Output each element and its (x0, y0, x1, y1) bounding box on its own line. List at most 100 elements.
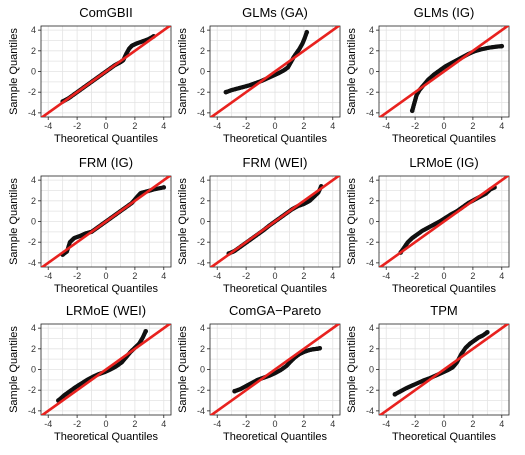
y-tick-label: 2 (200, 46, 205, 56)
plot-area (379, 324, 509, 415)
y-tick-label: 0 (369, 365, 374, 375)
x-tick-label: 4 (499, 271, 504, 281)
x-tick-label: -2 (73, 271, 81, 281)
y-tick-label: -2 (197, 87, 205, 97)
y-tick-label: -2 (28, 385, 36, 395)
sample-point (409, 108, 415, 114)
reference-line (210, 176, 340, 267)
qq-points (60, 185, 167, 257)
x-tick-label: 4 (161, 121, 166, 131)
y-tick-label: 2 (31, 46, 36, 56)
reference-line (41, 324, 171, 415)
y-tick-label: 2 (369, 46, 374, 56)
x-tick-label: 2 (132, 271, 137, 281)
x-tick-label: -4 (44, 419, 52, 429)
x-tick-label: 4 (499, 419, 504, 429)
y-tick-label: 4 (31, 25, 36, 35)
x-tick-label: -2 (411, 121, 419, 131)
reference-line (379, 176, 509, 267)
x-axis-label: Theoretical Quantiles (223, 283, 327, 295)
y-tick-label: 4 (200, 175, 205, 185)
x-tick-label: 2 (132, 121, 137, 131)
panel-title: ComGA−Pareto (229, 303, 321, 318)
y-tick-label: 4 (200, 25, 205, 35)
panel-title: LRMoE (WEI) (66, 303, 146, 318)
x-tick-label: -4 (382, 271, 390, 281)
qq-points (392, 329, 490, 397)
x-tick-label: -2 (73, 121, 81, 131)
x-tick-label: -4 (213, 271, 221, 281)
x-tick-label: 0 (272, 271, 277, 281)
y-tick-label: 0 (31, 67, 36, 77)
x-tick-label: -4 (44, 121, 52, 131)
x-tick-label: -4 (382, 121, 390, 131)
sample-point (161, 185, 167, 190)
panel-title: FRM (IG) (79, 155, 133, 170)
gridlines (41, 26, 171, 117)
sample-point (223, 89, 229, 95)
y-tick-label: -2 (366, 87, 374, 97)
reference-line (379, 26, 509, 117)
y-axis-label: Sample Quantiles (8, 326, 20, 413)
sample-point (304, 29, 310, 35)
x-tick-label: 0 (103, 121, 108, 131)
y-tick-label: 2 (200, 344, 205, 354)
sample-point (143, 328, 149, 334)
plot-area (379, 176, 509, 267)
x-tick-label: 4 (330, 121, 335, 131)
reference-line (210, 26, 340, 117)
y-tick-label: -4 (197, 108, 205, 118)
plot-area (41, 176, 171, 267)
y-tick-label: -4 (366, 406, 374, 416)
sample-point (499, 43, 505, 49)
gridlines (41, 176, 171, 267)
sample-point (317, 346, 323, 351)
y-tick-label: 4 (369, 323, 374, 333)
y-tick-label: -2 (197, 385, 205, 395)
y-tick-label: 0 (200, 365, 205, 375)
y-axis-label: Sample Quantiles (346, 326, 358, 413)
y-tick-label: 0 (200, 67, 205, 77)
y-axis-label: Sample Quantiles (8, 178, 20, 265)
y-tick-label: 2 (369, 196, 374, 206)
y-tick-label: -2 (28, 237, 36, 247)
reference-line (41, 26, 171, 117)
y-tick-label: 0 (369, 67, 374, 77)
reference-line (41, 176, 171, 267)
x-tick-label: -2 (411, 271, 419, 281)
sample-point (392, 392, 398, 397)
plot-area (210, 324, 340, 415)
y-axis-label: Sample Quantiles (177, 326, 189, 413)
panel-title: GLMs (GA) (242, 5, 308, 20)
plot-area (379, 26, 509, 117)
y-axis-label: Sample Quantiles (8, 28, 20, 115)
x-tick-label: 0 (272, 419, 277, 429)
y-tick-label: 2 (200, 196, 205, 206)
reference-line (379, 324, 509, 415)
x-tick-label: 2 (470, 419, 475, 429)
y-tick-label: 4 (31, 323, 36, 333)
x-tick-label: -2 (242, 271, 250, 281)
plot-area (210, 176, 340, 267)
y-axis-label: Sample Quantiles (177, 178, 189, 265)
x-tick-label: 0 (441, 121, 446, 131)
x-axis-label: Theoretical Quantiles (223, 133, 327, 145)
panel-title: FRM (WEI) (243, 155, 308, 170)
y-tick-label: -2 (366, 385, 374, 395)
y-tick-label: 0 (369, 217, 374, 227)
x-axis-label: Theoretical Quantiles (392, 431, 496, 443)
x-tick-label: -4 (213, 419, 221, 429)
sample-point (232, 388, 237, 394)
x-axis-label: Theoretical Quantiles (54, 283, 158, 295)
x-tick-label: 4 (330, 419, 335, 429)
x-axis-label: Theoretical Quantiles (54, 133, 158, 145)
x-tick-label: 2 (301, 419, 306, 429)
x-tick-label: 0 (441, 419, 446, 429)
y-tick-label: 4 (369, 175, 374, 185)
y-tick-label: -4 (197, 258, 205, 268)
